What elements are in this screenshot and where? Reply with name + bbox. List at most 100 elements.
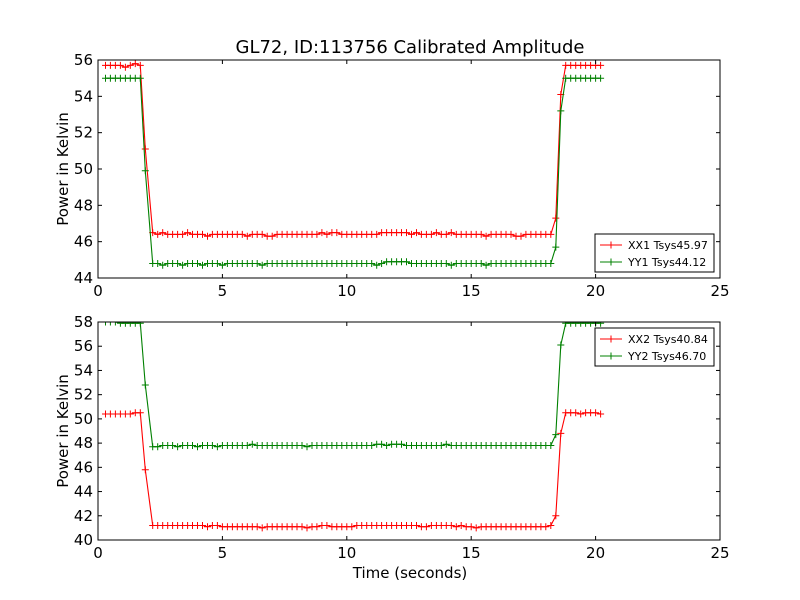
bottom-panel-series-1-point [111, 322, 119, 326]
top-panel-legend-label-1: YY1 Tsys44.12 [627, 256, 706, 269]
top-panel-series-1-point [258, 261, 266, 269]
bottom-panel-legend: XX2 Tsys40.84 YY2 Tsys46.70 [594, 327, 715, 367]
top-panel-ytick-label: 54 [74, 87, 93, 105]
top-panel-series-1-point [174, 260, 182, 267]
top-panel-xtick-label: 0 [93, 282, 103, 300]
top-panel-ytick-label: 52 [74, 124, 93, 142]
top-panel-series-1-point [482, 261, 490, 269]
bottom-panel-ytick-label: 40 [74, 531, 93, 549]
bottom-panel-series-1-point [248, 440, 256, 448]
top-panel-series-1-point [547, 260, 555, 267]
bottom-panel-xtick-label: 25 [710, 544, 729, 562]
bottom-panel-series-0-point [597, 410, 605, 418]
top-panel-series-1-point [159, 261, 167, 269]
top-panel-series-1-point [179, 261, 187, 269]
bottom-panel-legend-marker-1 [607, 352, 615, 360]
chart-title: GL72, ID:113756 Calibrated Amplitude [236, 37, 585, 58]
bottom-panel-ylabel: Power in Kelvin [54, 374, 72, 488]
bottom-panel-ytick-label: 50 [74, 410, 93, 428]
top-panel-legend-marker-0 [607, 241, 615, 249]
top-panel-series-0-point [136, 61, 144, 69]
bottom-panel-series-0-point [422, 523, 430, 531]
top-panel-series-1-point [253, 260, 261, 267]
bottom-panel-series-0-point [552, 512, 560, 520]
bottom-panel-series-1-point [213, 443, 221, 451]
bottom-panel-series-1-point [194, 443, 201, 451]
bottom-panel-series-1-point [141, 381, 149, 389]
top-panel-series-0-point [333, 229, 341, 237]
top-panel-series-0-point [184, 229, 192, 237]
top-panel-ytick-label: 44 [74, 269, 93, 287]
bottom-panel-legend-marker-0 [607, 335, 615, 343]
top-panel-ytick-label: 48 [74, 196, 93, 214]
bottom-panel-series-0-point [348, 523, 356, 531]
bottom-panel-xtick-label: 5 [218, 544, 228, 562]
bottom-panel-series-1-point [552, 431, 560, 439]
bottom-panel-series-1-point [106, 322, 114, 326]
bottom-panel-series [102, 322, 605, 532]
top-panel-series-0-point [159, 229, 167, 237]
bottom-panel-series-1-point [378, 440, 386, 448]
bottom-panel-ytick-label: 42 [74, 507, 93, 525]
bottom-panel-ytick-label: 44 [74, 483, 93, 501]
bottom-panel-series-0-point [447, 522, 455, 529]
bottom-panel-series-1-point [557, 341, 565, 349]
bottom-panel-ytick-label: 52 [74, 386, 93, 404]
top-panel-series-0-point [597, 61, 605, 69]
top-panel-series-0-point [179, 230, 187, 238]
top-panel-series-1-point [403, 258, 410, 266]
top-panel-series-1-point [368, 260, 376, 267]
bottom-panel-series-1-point [169, 442, 177, 449]
top-panel-series-1-point [557, 107, 565, 115]
bottom-panel-xtick-label: 15 [462, 544, 481, 562]
bottom-panel-ytick-label: 56 [74, 337, 93, 355]
top-panel-series-1-point [136, 74, 144, 82]
bottom-panel-series-0-point [199, 522, 206, 529]
top-panel-series-0-point [477, 230, 485, 238]
bottom-panel-ytick-label: 46 [74, 458, 93, 476]
bottom-panel-series-1-point [174, 443, 182, 451]
bottom-panel-series-1-point [368, 442, 376, 449]
bottom-panel-series-1-point [383, 442, 391, 449]
top-panel-series-0-point [482, 232, 490, 240]
top-panel-series-0-point [238, 230, 246, 238]
bottom-panel-xtick-label: 10 [337, 544, 356, 562]
bottom-panel-series-0-point [457, 522, 465, 529]
bottom-panel-series-0-point [323, 522, 331, 529]
bottom-panel-ytick-label: 48 [74, 434, 93, 452]
bottom-panel-series-0-point [303, 524, 311, 532]
top-panel-series-0-point [204, 232, 211, 240]
top-panel-series-1-point [477, 260, 485, 267]
top-panel: Power in Kelvin 0 5 10 15 20 25 44 46 48 50 52 54 56… [54, 51, 730, 300]
top-panel-series-1-point [552, 243, 560, 251]
bottom-panel-series-0-point [542, 523, 550, 531]
bottom-panel-legend-box [594, 327, 715, 367]
top-panel-ytick-label: 50 [74, 160, 93, 178]
top-panel-series-0-point [323, 230, 331, 238]
bottom-panel-ytick-label: 54 [74, 361, 93, 379]
top-panel-series-1-point [213, 260, 221, 267]
bottom-panel-series-0-point [253, 523, 261, 531]
bottom-panel-series-0-point [126, 410, 134, 418]
top-panel-series-0-point [131, 60, 139, 68]
top-panel-series-0-point [432, 229, 440, 237]
top-panel-ytick-label: 56 [74, 51, 93, 69]
top-panel-series-1-point [597, 74, 605, 82]
bottom-panel-series-1-point [547, 442, 555, 449]
bottom-panel-series-0-point [213, 522, 221, 529]
top-panel-legend: XX1 Tsys45.97 YY1 Tsys44.12 [594, 233, 715, 273]
top-panel-series-0-point [116, 61, 124, 69]
bottom-panel-series-1-point [597, 322, 605, 327]
top-panel-series-0-point [313, 230, 321, 238]
top-panel-series-0-point [408, 230, 415, 238]
bottom-panel-series-1-point [154, 443, 162, 451]
bottom-panel-series-0-point [557, 429, 565, 437]
top-panel-legend-marker-1 [607, 258, 615, 266]
top-panel-series-0-point [373, 230, 381, 238]
bottom-panel-series-1-point [102, 322, 109, 326]
bottom-panel-series-0-point [472, 524, 480, 532]
top-panel-xtick-label: 20 [586, 282, 605, 300]
bottom-panel-xtick-label: 20 [586, 544, 605, 562]
bottom-panel-series-0-point [298, 523, 306, 531]
